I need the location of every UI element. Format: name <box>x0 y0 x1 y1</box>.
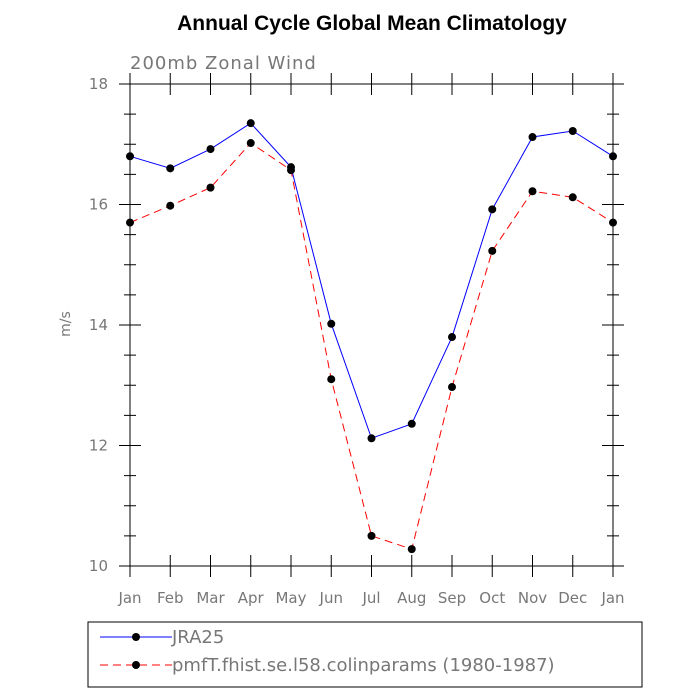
x-tick-label: Mar <box>196 589 225 607</box>
x-tick-label: Jan <box>600 589 624 607</box>
plot-area-frame <box>129 83 614 567</box>
x-tick-label: Aug <box>397 589 426 607</box>
data-point <box>327 319 336 328</box>
data-point <box>568 126 577 135</box>
data-point <box>206 183 215 192</box>
legend-entry: pmfT.fhist.se.l58.colinparams (1980-1987… <box>100 655 555 676</box>
data-point <box>488 205 497 214</box>
data-point <box>246 139 255 148</box>
series-line <box>129 122 614 439</box>
data-point <box>206 145 215 154</box>
x-tick-labels: Jan Feb Mar Apr May Jun Jul Aug Sep Oct Nov Dec Jan <box>117 589 624 607</box>
data-point <box>407 419 416 428</box>
x-tick-label: Jan <box>117 589 141 607</box>
y-tick-label: 12 <box>89 437 108 455</box>
y-axis-label: m/s <box>58 311 74 337</box>
data-point <box>568 193 577 202</box>
data-point <box>407 545 416 554</box>
legend: JRA25 pmfT.fhist.se.l58.colinparams (1980… <box>87 621 643 688</box>
y-tick-labels: 10 12 14 16 18 <box>89 75 108 575</box>
x-tick-label: Jun <box>319 589 343 607</box>
data-point <box>166 201 175 210</box>
data-point <box>367 434 376 443</box>
legend-label: JRA25 <box>171 627 224 648</box>
data-point <box>448 333 456 342</box>
legend-marker <box>132 661 140 669</box>
data-point <box>327 375 336 384</box>
y-tick-label: 18 <box>89 75 108 93</box>
legend-marker <box>132 633 140 641</box>
x-tick-label: May <box>275 589 306 607</box>
data-point <box>166 164 175 173</box>
data-point <box>528 187 537 196</box>
chart-title: Annual Cycle Global Mean Climatology <box>177 12 567 35</box>
data-point <box>287 166 295 175</box>
y-tick-label: 10 <box>89 557 108 575</box>
data-point <box>528 133 537 142</box>
legend-entry: JRA25 <box>100 627 224 648</box>
y-tick-label: 16 <box>89 196 108 214</box>
x-tick-label: Jul <box>361 589 380 607</box>
data-point <box>246 119 255 128</box>
y-tick-label: 14 <box>89 316 108 334</box>
x-tick-label: Nov <box>518 589 547 607</box>
legend-label: pmfT.fhist.se.l58.colinparams (1980-1987… <box>172 655 555 676</box>
x-tick-label: Oct <box>479 589 505 607</box>
data-point <box>367 531 376 540</box>
series-layer <box>126 119 617 554</box>
data-point <box>448 383 456 392</box>
x-tick-label: Apr <box>238 589 265 607</box>
series-2 <box>126 139 617 554</box>
series-1 <box>126 119 617 443</box>
axis-ticks <box>119 73 624 577</box>
x-tick-label: Sep <box>438 589 466 607</box>
x-tick-label: Dec <box>558 589 587 607</box>
data-point <box>488 246 497 255</box>
chart-subtitle: 200mb Zonal Wind <box>130 53 317 74</box>
legend-box <box>87 621 643 688</box>
x-tick-label: Feb <box>157 589 184 607</box>
series-line <box>129 142 614 550</box>
